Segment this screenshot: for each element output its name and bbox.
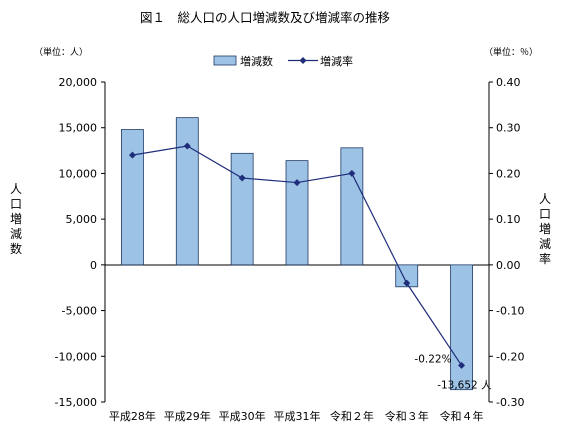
legend-line-label: 増減率 bbox=[320, 54, 353, 68]
right-tick-label: 0.00 bbox=[496, 259, 521, 272]
right-tick-label: 0.10 bbox=[496, 213, 521, 226]
left-tick-label: -15,000 bbox=[55, 396, 97, 409]
rate-marker bbox=[403, 279, 411, 287]
legend-bar-swatch bbox=[213, 55, 237, 66]
left-axis-title-char: 口 bbox=[10, 197, 22, 211]
bar bbox=[230, 152, 254, 266]
right-tick-label: 0.30 bbox=[496, 122, 521, 135]
bar bbox=[340, 147, 364, 266]
legend-bar-label: 増減数 bbox=[240, 54, 273, 68]
category-label: 令和２年 bbox=[330, 409, 374, 423]
left-axis-title-char: 減 bbox=[10, 226, 22, 241]
rate-marker bbox=[238, 174, 246, 182]
category-labels: 平成28年 平成29年 平成30年 平成31年 令和２年 令和３年 令和４年 bbox=[109, 409, 484, 423]
left-tick-label: 10,000 bbox=[59, 167, 98, 180]
category-label: 平成30年 bbox=[219, 409, 266, 423]
right-unit-label: （単位：％） bbox=[484, 46, 538, 58]
right-tick-label: -0.10 bbox=[496, 305, 524, 318]
bar bbox=[175, 117, 199, 266]
rate-marker bbox=[293, 179, 301, 187]
rate-marker bbox=[458, 361, 466, 369]
left-unit-label: （単位：人） bbox=[34, 46, 88, 58]
legend: 増減数 増減率 bbox=[213, 54, 353, 68]
rate-marker bbox=[183, 142, 191, 150]
category-label: 平成31年 bbox=[274, 409, 321, 423]
rate-annotation: -0.22% bbox=[414, 353, 451, 365]
bar bbox=[285, 160, 309, 266]
bar bbox=[395, 264, 419, 288]
right-axis-title-char: 増 bbox=[539, 222, 551, 236]
right-tick-label: -0.30 bbox=[496, 396, 524, 409]
left-axis-title-char: 数 bbox=[10, 241, 22, 256]
legend-line-marker bbox=[299, 57, 307, 64]
chart-title: 図１ 総人口の人口増減数及び増減率の推移 bbox=[140, 10, 390, 25]
left-tick-label: 5,000 bbox=[66, 213, 98, 226]
left-axis-title: 人口増減数 bbox=[10, 182, 22, 256]
line-series bbox=[128, 142, 466, 369]
right-axis-title-char: 減 bbox=[539, 236, 551, 251]
right-axis-title-char: 口 bbox=[539, 207, 551, 221]
rate-marker bbox=[128, 151, 136, 159]
category-label: 令和４年 bbox=[440, 409, 484, 423]
left-tick-label: -10,000 bbox=[55, 350, 97, 363]
right-tick-label: -0.20 bbox=[496, 350, 524, 363]
count-annotation: -13,652 人 bbox=[437, 380, 492, 392]
bar bbox=[450, 264, 473, 391]
left-axis-title-char: 増 bbox=[10, 212, 22, 226]
annotations: -0.22% -13,652 人 bbox=[414, 353, 492, 391]
right-tick-label: 0.40 bbox=[496, 76, 521, 89]
bar-series bbox=[121, 117, 473, 391]
left-tick-label: 0 bbox=[90, 259, 97, 272]
left-axis-title-char: 人 bbox=[10, 182, 22, 196]
category-label: 平成29年 bbox=[164, 409, 211, 423]
left-tick-label: 20,000 bbox=[59, 76, 98, 89]
right-axis-title-char: 人 bbox=[539, 192, 551, 206]
category-label: 令和３年 bbox=[385, 409, 429, 423]
right-tick-label: 0.20 bbox=[496, 167, 521, 180]
right-axis-title-char: 率 bbox=[539, 251, 551, 266]
left-axis-ticks: 20,000 15,000 10,000 5,000 0 -5,000 -10,000 -15… bbox=[55, 76, 105, 409]
left-tick-label: 15,000 bbox=[59, 122, 98, 135]
right-axis-ticks: 0.40 0.30 0.20 0.10 0.00 -0.10 -0.20 -0.30 bbox=[489, 76, 524, 409]
rate-marker bbox=[348, 169, 356, 177]
category-label: 平成28年 bbox=[109, 409, 156, 423]
left-tick-label: -5,000 bbox=[62, 305, 97, 318]
bar bbox=[121, 129, 144, 266]
